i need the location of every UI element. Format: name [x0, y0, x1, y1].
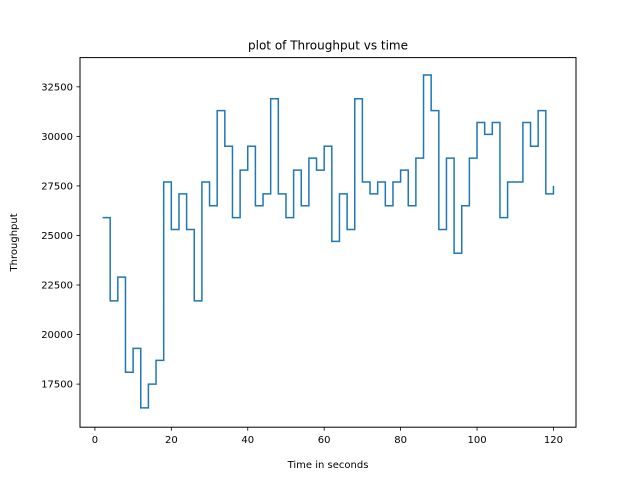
x-tick-label: 20	[165, 435, 178, 446]
y-axis-label: Throughput	[9, 213, 20, 272]
x-tick-label: 40	[241, 435, 254, 446]
y-tick-label: 27500	[41, 181, 73, 192]
y-tick-label: 32500	[41, 82, 73, 93]
y-tick-label: 30000	[41, 132, 73, 143]
x-tick-label: 80	[394, 435, 407, 446]
x-tick-label: 100	[467, 435, 486, 446]
x-tick-label: 0	[92, 435, 98, 446]
y-tick-label: 20000	[41, 330, 73, 341]
chart-title: plot of Throughput vs time	[248, 39, 408, 53]
y-tick-label: 25000	[41, 231, 73, 242]
y-tick-label: 22500	[41, 281, 73, 292]
x-axis-label: Time in seconds	[287, 460, 369, 471]
y-tick-label: 17500	[41, 380, 73, 391]
x-tick-label: 60	[318, 435, 331, 446]
axes-frame	[79, 57, 577, 428]
throughput-series-line	[102, 74, 555, 409]
x-tick-label: 120	[544, 435, 563, 446]
